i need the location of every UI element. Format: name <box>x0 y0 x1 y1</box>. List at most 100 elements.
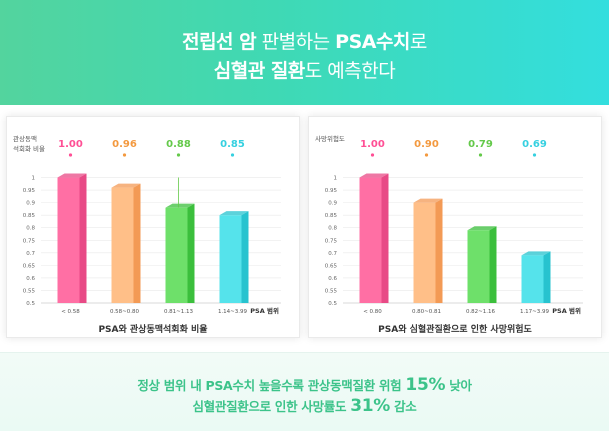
y-tick-label: 0.95 <box>23 188 36 194</box>
y-tick-label: 0.6 <box>26 276 35 282</box>
x-axis-label: PSA 범위 <box>250 306 279 315</box>
data-label: 0.79 <box>468 139 493 150</box>
y-tick-label: 0.65 <box>325 263 338 269</box>
y-tick-label: 0.9 <box>328 201 337 207</box>
text-segment: 심혈관질환으로 인한 사망률도 <box>192 399 351 414</box>
data-label: 1.00 <box>58 139 83 150</box>
y-tick-label: 0.5 <box>26 301 35 307</box>
data-label: 1.00 <box>360 139 385 150</box>
text-segment: 낮아 <box>445 378 472 393</box>
bar <box>359 177 382 303</box>
x-tick-label: < 0.58 <box>61 309 80 315</box>
bar <box>111 187 134 303</box>
cardiovascular-mortality-chart: 사망위험도 0.5 0.55 0.6 0.65 0.7 0.75 0.8 0.85 0.9 0.95… <box>315 134 583 315</box>
y-axis-label: 사망위험도 <box>315 134 345 143</box>
bar-side <box>79 173 87 303</box>
y-tick-label: 1 <box>334 176 338 182</box>
bar-side <box>543 251 551 303</box>
bar-side <box>381 173 389 303</box>
cardiovascular-mortality-chart-panel: 사망위험도 0.5 0.55 0.6 0.65 0.7 0.75 0.8 0.85 0.9 0.95… <box>308 116 602 338</box>
bar-side <box>241 211 249 303</box>
bar <box>165 207 188 303</box>
data-label: 0.88 <box>166 139 191 150</box>
bar-top <box>359 173 389 178</box>
x-tick-label: 1.14~3.99 <box>218 309 248 315</box>
y-tick-label: 0.75 <box>23 238 36 244</box>
y-tick-label: 0.7 <box>26 251 35 257</box>
y-tick-label: 0.65 <box>23 263 36 269</box>
x-axis-label: PSA 범위 <box>552 306 581 315</box>
bar <box>413 202 436 303</box>
y-tick-label: 0.9 <box>26 201 35 207</box>
bar-side <box>187 203 195 303</box>
x-tick-label: 0.81~1.13 <box>164 309 194 315</box>
bar-top <box>219 211 249 216</box>
summary-footer: 정상 범위 내 PSA수치 높을수록 관상동맥질환 위험 15% 낮아 심혈관질… <box>0 352 609 431</box>
bar <box>219 215 242 303</box>
text-segment: 전립선 암 <box>182 31 257 53</box>
bar-top <box>111 183 141 188</box>
bar <box>467 230 490 303</box>
chart-title: PSA와 관상동맥석회화 비율 <box>98 325 208 335</box>
x-tick-label: 0.80~0.81 <box>412 309 441 315</box>
summary-line-1: 정상 범위 내 PSA수치 높을수록 관상동맥질환 위험 15% 낮아 <box>0 375 609 395</box>
y-tick-label: 0.75 <box>325 238 338 244</box>
data-label: 0.85 <box>220 139 245 150</box>
data-label-dot <box>176 153 181 157</box>
y-tick-label: 0.85 <box>325 213 338 219</box>
bar <box>57 177 80 303</box>
text-segment: 심혈관 질환 <box>213 60 306 82</box>
text-segment: 15% <box>405 375 446 395</box>
y-tick-label: 0.7 <box>328 251 337 257</box>
data-label-dot <box>370 153 375 157</box>
text-segment: 31% <box>350 396 391 416</box>
data-label: 0.90 <box>414 139 439 150</box>
text-segment: 판별하는 <box>256 31 336 53</box>
y-tick-label: 1 <box>32 176 36 182</box>
coronary-calcification-chart: 관상동맥석회화 비율 0.5 0.55 0.6 0.65 0.7 0.75 0.8 0.85 0.… <box>13 134 281 315</box>
data-label-dot <box>532 153 537 157</box>
y-axis-label: 석회화 비율 <box>13 144 45 153</box>
data-label: 0.96 <box>112 139 137 150</box>
y-tick-label: 0.8 <box>328 226 337 232</box>
y-tick-label: 0.85 <box>23 213 36 219</box>
y-tick-label: 0.6 <box>328 276 337 282</box>
x-tick-label: < 0.80 <box>363 309 382 315</box>
text-segment: PSA수치 <box>335 31 410 53</box>
y-tick-label: 0.8 <box>26 226 35 232</box>
bar <box>521 255 544 303</box>
text-segment: 감소 <box>390 399 417 414</box>
bar-top <box>467 226 497 231</box>
y-axis-label: 관상동맥 <box>13 134 37 143</box>
data-label-dot <box>478 153 483 157</box>
data-label-dot <box>230 153 235 157</box>
x-tick-label: 0.82~1.16 <box>466 309 496 315</box>
data-label-dot <box>424 153 429 157</box>
header-banner: 전립선 암 판별하는 PSA수치로 심혈관 질환도 예측한다 <box>0 0 609 105</box>
y-tick-label: 0.55 <box>325 288 338 294</box>
y-tick-label: 0.5 <box>328 301 337 307</box>
bar-side <box>489 226 497 303</box>
text-segment: 로 <box>409 31 427 53</box>
text-segment: 도 예측한다 <box>304 60 396 82</box>
data-label-dot <box>68 153 73 157</box>
bar-top <box>165 203 195 208</box>
data-label-dot <box>122 153 127 157</box>
bar-top <box>521 251 551 256</box>
summary-line-2: 심혈관질환으로 인한 사망률도 31% 감소 <box>0 396 609 416</box>
headline-line-2: 심혈관 질환도 예측한다 <box>0 56 609 83</box>
bar-top <box>57 173 87 178</box>
x-tick-label: 1.17~3.99 <box>520 309 550 315</box>
bar-side <box>435 198 443 303</box>
y-tick-label: 0.95 <box>325 188 338 194</box>
text-segment: 정상 범위 내 PSA수치 높을수록 관상동맥질환 위험 <box>137 378 406 393</box>
bar-top <box>413 198 443 203</box>
y-tick-label: 0.55 <box>23 288 36 294</box>
x-tick-label: 0.58~0.80 <box>110 309 140 315</box>
bar-side <box>133 183 141 303</box>
headline-line-1: 전립선 암 판별하는 PSA수치로 <box>0 27 609 54</box>
data-label: 0.69 <box>522 139 547 150</box>
coronary-calcification-chart-panel: 관상동맥 석회화 비율 0.5 0.55 0.6 0.65 0.7 0.75 0.8 0.85 0.… <box>6 116 300 338</box>
chart-title: PSA와 심혈관질환으로 인한 사망위험도 <box>378 325 532 335</box>
